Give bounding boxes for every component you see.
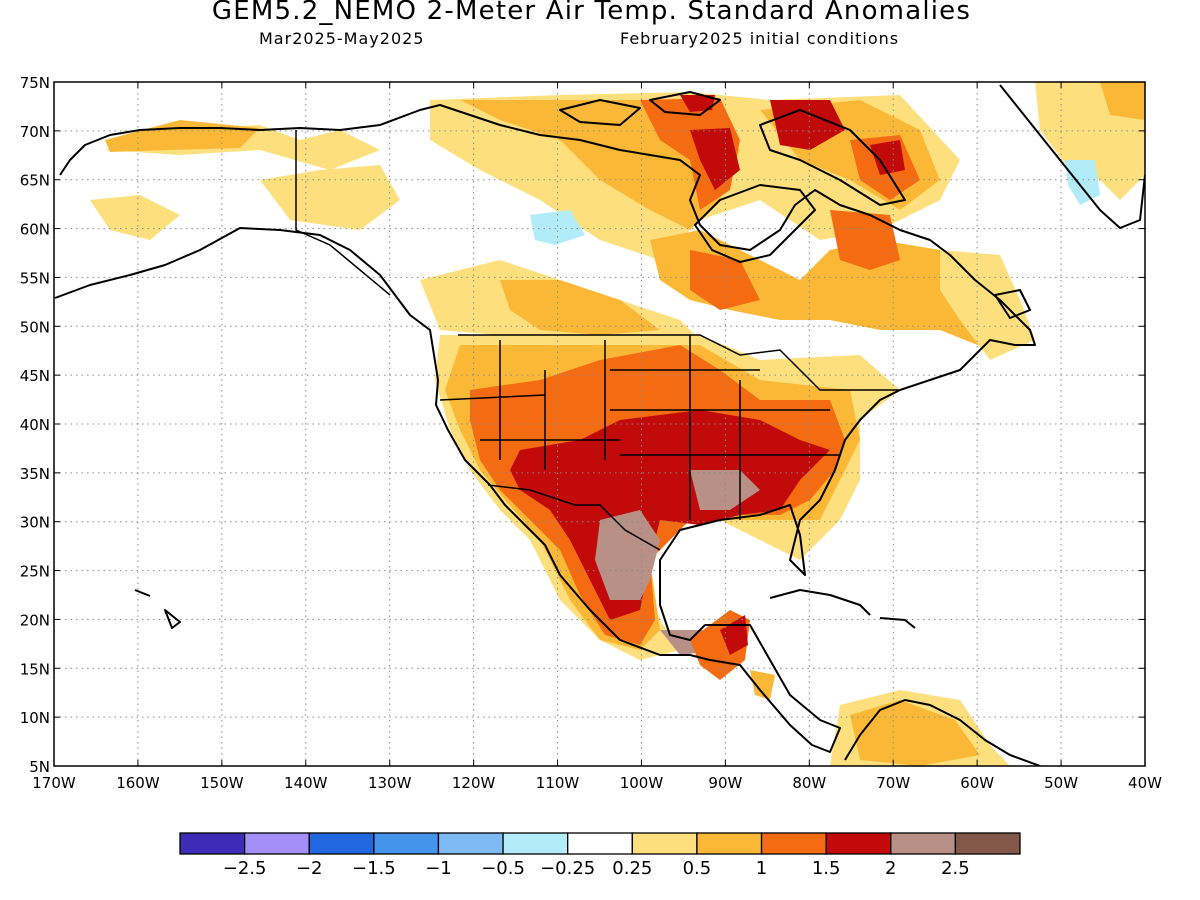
lat-tick-label: 50N [20,318,50,336]
coastline-hispaniola [879,617,916,629]
initial-conditions: February2025 initial conditions [620,29,900,48]
latitude-axis: 75N 70N 65N 60N 55N 50N 45N 40N 35N 30N 25N 20N 15N 1… [20,74,1145,776]
coastline-south-america [844,699,1041,766]
lat-tick-label: 30N [20,514,50,532]
anomaly-region [690,128,740,190]
lat-tick-label: 60N [20,221,50,239]
longitude-axis: 170W 160W 150W 140W 130W 120W 110W 100W 90W 80W 70… [32,82,1162,792]
lon-tick-label: 150W [200,774,244,792]
anomaly-region [90,195,180,240]
anomaly-region [105,120,260,152]
lon-tick-label: 160W [116,774,160,792]
anomaly-region [1065,160,1100,205]
map-layers [54,82,1145,766]
coastline-hawaii [134,589,181,629]
anomaly-region [680,95,715,112]
lon-tick-label: 90W [708,774,742,792]
anomaly-region [940,250,1035,360]
anomaly-shading [90,82,1145,766]
coastline-newfoundland [994,289,1031,319]
coastline-baffin [759,109,906,206]
colorbar-label: −2.5 [223,858,267,879]
lat-tick-label: 20N [20,611,50,629]
colorbar-label: 0.5 [683,858,712,879]
colorbar-label: −2 [296,858,323,879]
lat-tick-label: 25N [20,563,50,581]
colorbar-swatch [567,832,633,855]
coastlines [54,84,1145,766]
colorbar-label: −0.25 [540,858,595,879]
lat-tick-label: 55N [20,269,50,287]
colorbar-swatch [760,832,827,855]
coastline-hudson-bay [694,184,816,263]
colorbar-swatch [696,832,763,855]
lat-tick-label: 35N [20,465,50,483]
colorbar-label: 1 [756,858,767,879]
colorbar-swatch [954,832,1021,855]
lat-tick-label: 45N [20,367,50,385]
colorbar-swatch [825,832,892,855]
lon-tick-label: 120W [452,774,496,792]
lat-tick-label: 75N [20,74,50,92]
lon-tick-label: 80W [792,774,826,792]
lat-tick-label: 15N [20,660,50,678]
lon-tick-label: 130W [368,774,412,792]
forecast-period: Mar2025-May2025 [259,29,425,48]
lon-tick-label: 110W [536,774,580,792]
lon-tick-label: 40W [1128,774,1162,792]
lon-tick-label: 100W [620,774,664,792]
anomaly-region [870,140,905,175]
colorbar-swatch [179,832,246,855]
coastline-cuba [769,589,871,616]
colorbar-swatch [890,832,957,855]
border-canada-usa [458,334,900,391]
colorbar-label: 2.5 [941,858,970,879]
lon-tick-label: 140W [284,774,328,792]
colorbar-label: −1.5 [352,858,396,879]
anomaly-region [260,165,400,230]
lat-tick-label: 40N [20,416,50,434]
anomaly-region [850,700,980,766]
anomaly-region [595,510,660,600]
anomaly-region [530,210,585,245]
lat-tick-label: 65N [20,172,50,190]
colorbar-swatch [243,832,310,855]
colorbar-swatch [308,832,375,855]
lat-tick-label: 70N [20,123,50,141]
coastline-north-america [54,104,1036,753]
border-alaska-canada [295,130,391,296]
lon-tick-label: 50W [1044,774,1078,792]
colorbar-label: 0.25 [612,858,652,879]
colorbar: −2.5 −2 −1.5 −1 −0.5 −0.25 0.25 0.5 1 1.5 2 2.5 [179,832,1021,879]
map-title: GEM5.2_NEMO 2-Meter Air Temp. Standard A… [211,0,972,26]
anomaly-region [500,280,660,335]
coastline-arctic-island [559,99,641,126]
anomaly-region [770,100,845,150]
state-borders [439,335,840,520]
colorbar-swatch [373,832,440,855]
colorbar-swatch [502,832,569,855]
colorbar-label: −1 [425,858,452,879]
coastline-arctic-island [649,91,721,116]
anomaly-region [1100,82,1145,120]
coastline-greenland [999,84,1145,229]
colorbar-swatch [631,832,698,855]
lon-tick-label: 60W [960,774,994,792]
lon-tick-label: 70W [876,774,910,792]
anomaly-region [510,410,830,620]
colorbar-label: 1.5 [812,858,841,879]
colorbar-label: −0.5 [481,858,525,879]
colorbar-swatch [437,832,504,855]
political-borders [295,130,900,551]
lat-tick-label: 5N [29,758,50,776]
anomaly-region [830,210,900,270]
colorbar-label: 2 [885,858,896,879]
border-usa-mexico [487,484,661,551]
lon-tick-label: 170W [32,774,76,792]
anomaly-region [750,670,775,700]
lat-tick-label: 10N [20,709,50,727]
